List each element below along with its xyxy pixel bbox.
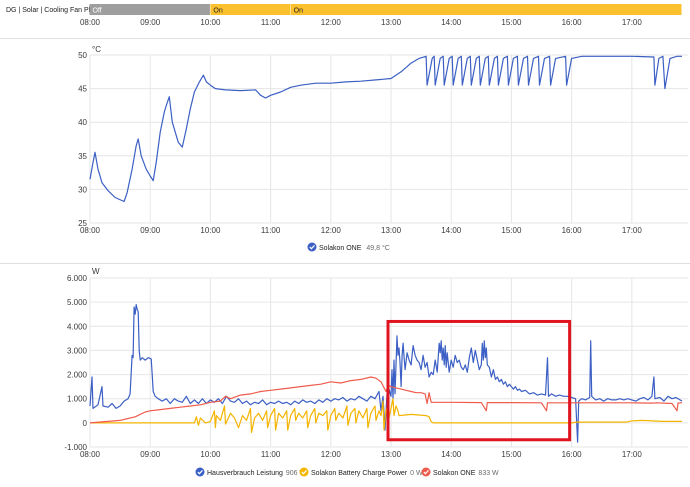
x-tick-label: 08:00: [80, 450, 101, 459]
y-tick-label: 3.000: [67, 346, 88, 355]
legend-series-name: Solakon Battery Charge Power: [311, 470, 408, 477]
x-tick-label: 14:00: [441, 450, 462, 459]
checkbox-checked-icon[interactable]: [300, 468, 309, 477]
y-tick-label: 2.000: [67, 371, 88, 380]
x-tick-label: 13:00: [381, 226, 402, 235]
timeline-state-segment[interactable]: Off: [89, 4, 209, 15]
timeline-entity-label: DG | Solar | Cooling Fan Plug: [6, 7, 98, 14]
x-tick-label: 13:00: [381, 450, 402, 459]
state-timeline: DG | Solar | Cooling Fan Plug Off On On 08…: [6, 4, 682, 27]
timeline-tick-label: 15:00: [501, 18, 522, 27]
timeline-state-segment[interactable]: On: [210, 4, 290, 15]
y-tick-label: 40: [78, 118, 87, 127]
checkbox-checked-icon[interactable]: [308, 243, 317, 252]
power-legend-item[interactable]: Solakon Battery Charge Power 0 W: [300, 468, 423, 478]
x-tick-label: 16:00: [562, 226, 583, 235]
x-tick-label: 15:00: [501, 450, 522, 459]
y-tick-label: 4.000: [67, 322, 88, 331]
checkbox-checked-icon[interactable]: [422, 468, 431, 477]
legend-series-name: Solakon ONE: [319, 245, 362, 252]
x-tick-label: 11:00: [261, 226, 281, 235]
x-tick-label: 14:00: [441, 226, 462, 235]
x-tick-label: 10:00: [200, 450, 221, 459]
highlight-rectangle: [388, 321, 570, 439]
legend-series-value: 49,8 °C: [366, 244, 389, 252]
x-tick-label: 16:00: [562, 450, 583, 459]
timeline-tick-label: 13:00: [381, 18, 402, 27]
legend-series-value: 833 W: [478, 470, 499, 477]
x-tick-label: 09:00: [140, 226, 161, 235]
power-chart: W -1.00001.0002.0003.0004.0005.0006.000 …: [64, 267, 688, 477]
timeline-tick-label: 08:00: [80, 18, 101, 27]
x-tick-label: 12:00: [321, 226, 342, 235]
y-tick-label: 30: [78, 185, 87, 194]
x-tick-label: 17:00: [622, 226, 643, 235]
y-tick-label: 6.000: [67, 274, 88, 283]
checkbox-checked-icon[interactable]: [196, 468, 205, 477]
legend-series-name: Solakon ONE: [433, 470, 476, 477]
legend-series-value: 0 W: [410, 470, 423, 477]
legend-series-name: Hausverbrauch Leistung: [207, 470, 283, 477]
timeline-tick-label: 09:00: [140, 18, 161, 27]
y-tick-label: 35: [78, 152, 87, 161]
x-tick-label: 15:00: [501, 226, 522, 235]
x-tick-label: 10:00: [200, 226, 221, 235]
y-tick-label: 0: [83, 419, 88, 428]
x-tick-label: 12:00: [321, 450, 342, 459]
power-legend-item[interactable]: Hausverbrauch Leistung 906 W: [196, 468, 307, 478]
series-line-solakon-one: [90, 56, 682, 201]
power-legend-item[interactable]: Solakon ONE 833 W: [422, 468, 500, 478]
timeline-tick-label: 14:00: [441, 18, 462, 27]
y-tick-label: 5.000: [67, 298, 88, 307]
timeline-state-label: Off: [92, 8, 101, 15]
power-unit-label: W: [92, 267, 100, 276]
timeline-tick-label: 12:00: [321, 18, 342, 27]
y-tick-label: 45: [78, 85, 87, 94]
y-tick-label: 1.000: [67, 395, 88, 404]
timeline-tick-label: 10:00: [200, 18, 221, 27]
x-tick-label: 11:00: [261, 450, 281, 459]
y-tick-label: 50: [78, 51, 87, 60]
temperature-unit-label: °C: [92, 45, 101, 54]
timeline-state-label: On: [213, 8, 222, 15]
timeline-tick-label: 17:00: [622, 18, 643, 27]
svg-text:Solakon ONE 49,8 °C: Solakon ONE 49,8 °C: [319, 244, 390, 252]
x-tick-label: 09:00: [140, 450, 161, 459]
timeline-tick-label: 11:00: [261, 18, 281, 27]
timeline-state-label: On: [294, 8, 303, 15]
timeline-state-segment[interactable]: On: [291, 4, 682, 15]
x-tick-label: 17:00: [622, 450, 643, 459]
timeline-tick-label: 16:00: [562, 18, 583, 27]
temperature-legend-item[interactable]: Solakon ONE 49,8 °C: [308, 243, 390, 253]
x-tick-label: 08:00: [80, 226, 101, 235]
